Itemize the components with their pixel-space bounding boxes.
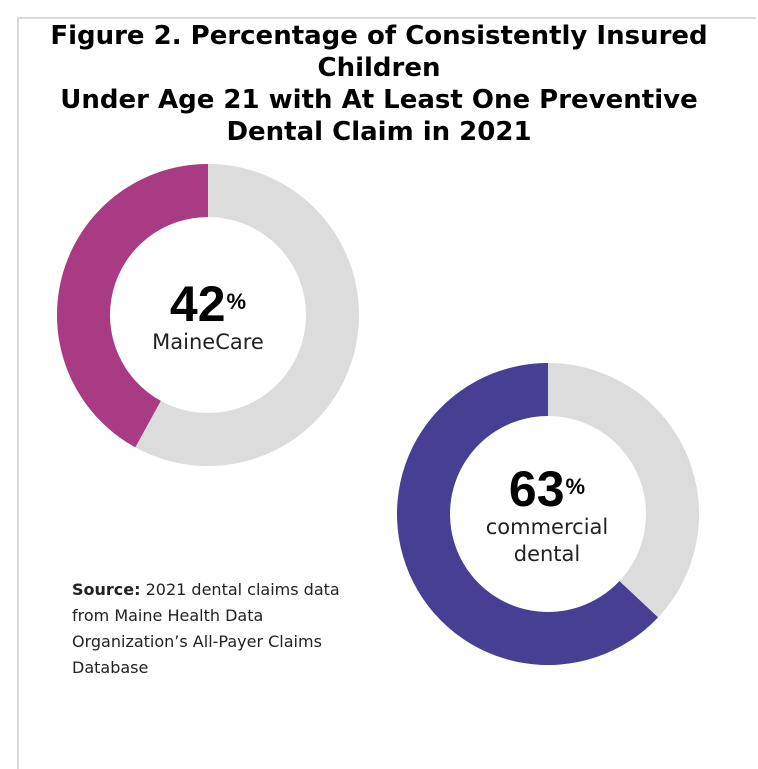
commercial-value: 63%	[447, 464, 647, 514]
mainecare-value-unit: %	[226, 289, 247, 314]
commercial-label: 63% commercial dental	[447, 464, 647, 568]
commercial-value-number: 63	[508, 461, 565, 517]
mainecare-donut-slice	[57, 164, 209, 448]
commercial-donut-slice	[397, 363, 659, 665]
commercial-series-name-line-1: commercial	[485, 515, 609, 539]
mainecare-value: 42%	[108, 279, 308, 329]
title-line-3: Dental Claim in 2021	[226, 117, 532, 147]
commercial-series-name-line-2: dental	[513, 542, 581, 566]
source-note: Source: 2021 dental claims data from Mai…	[72, 577, 357, 681]
mainecare-label: 42% MaineCare	[108, 279, 308, 356]
source-label: Source:	[72, 580, 141, 599]
mainecare-value-number: 42	[169, 276, 226, 332]
mainecare-series-name: MaineCare	[152, 330, 264, 354]
commercial-value-unit: %	[565, 474, 586, 499]
title-line-1: Figure 2. Percentage of Consistently Ins…	[50, 21, 708, 83]
source-text: 2021 dental claims data from Maine Healt…	[72, 580, 340, 677]
chart-title: Figure 2. Percentage of Consistently Ins…	[0, 20, 758, 148]
title-line-2: Under Age 21 with At Least One Preventiv…	[60, 85, 698, 115]
